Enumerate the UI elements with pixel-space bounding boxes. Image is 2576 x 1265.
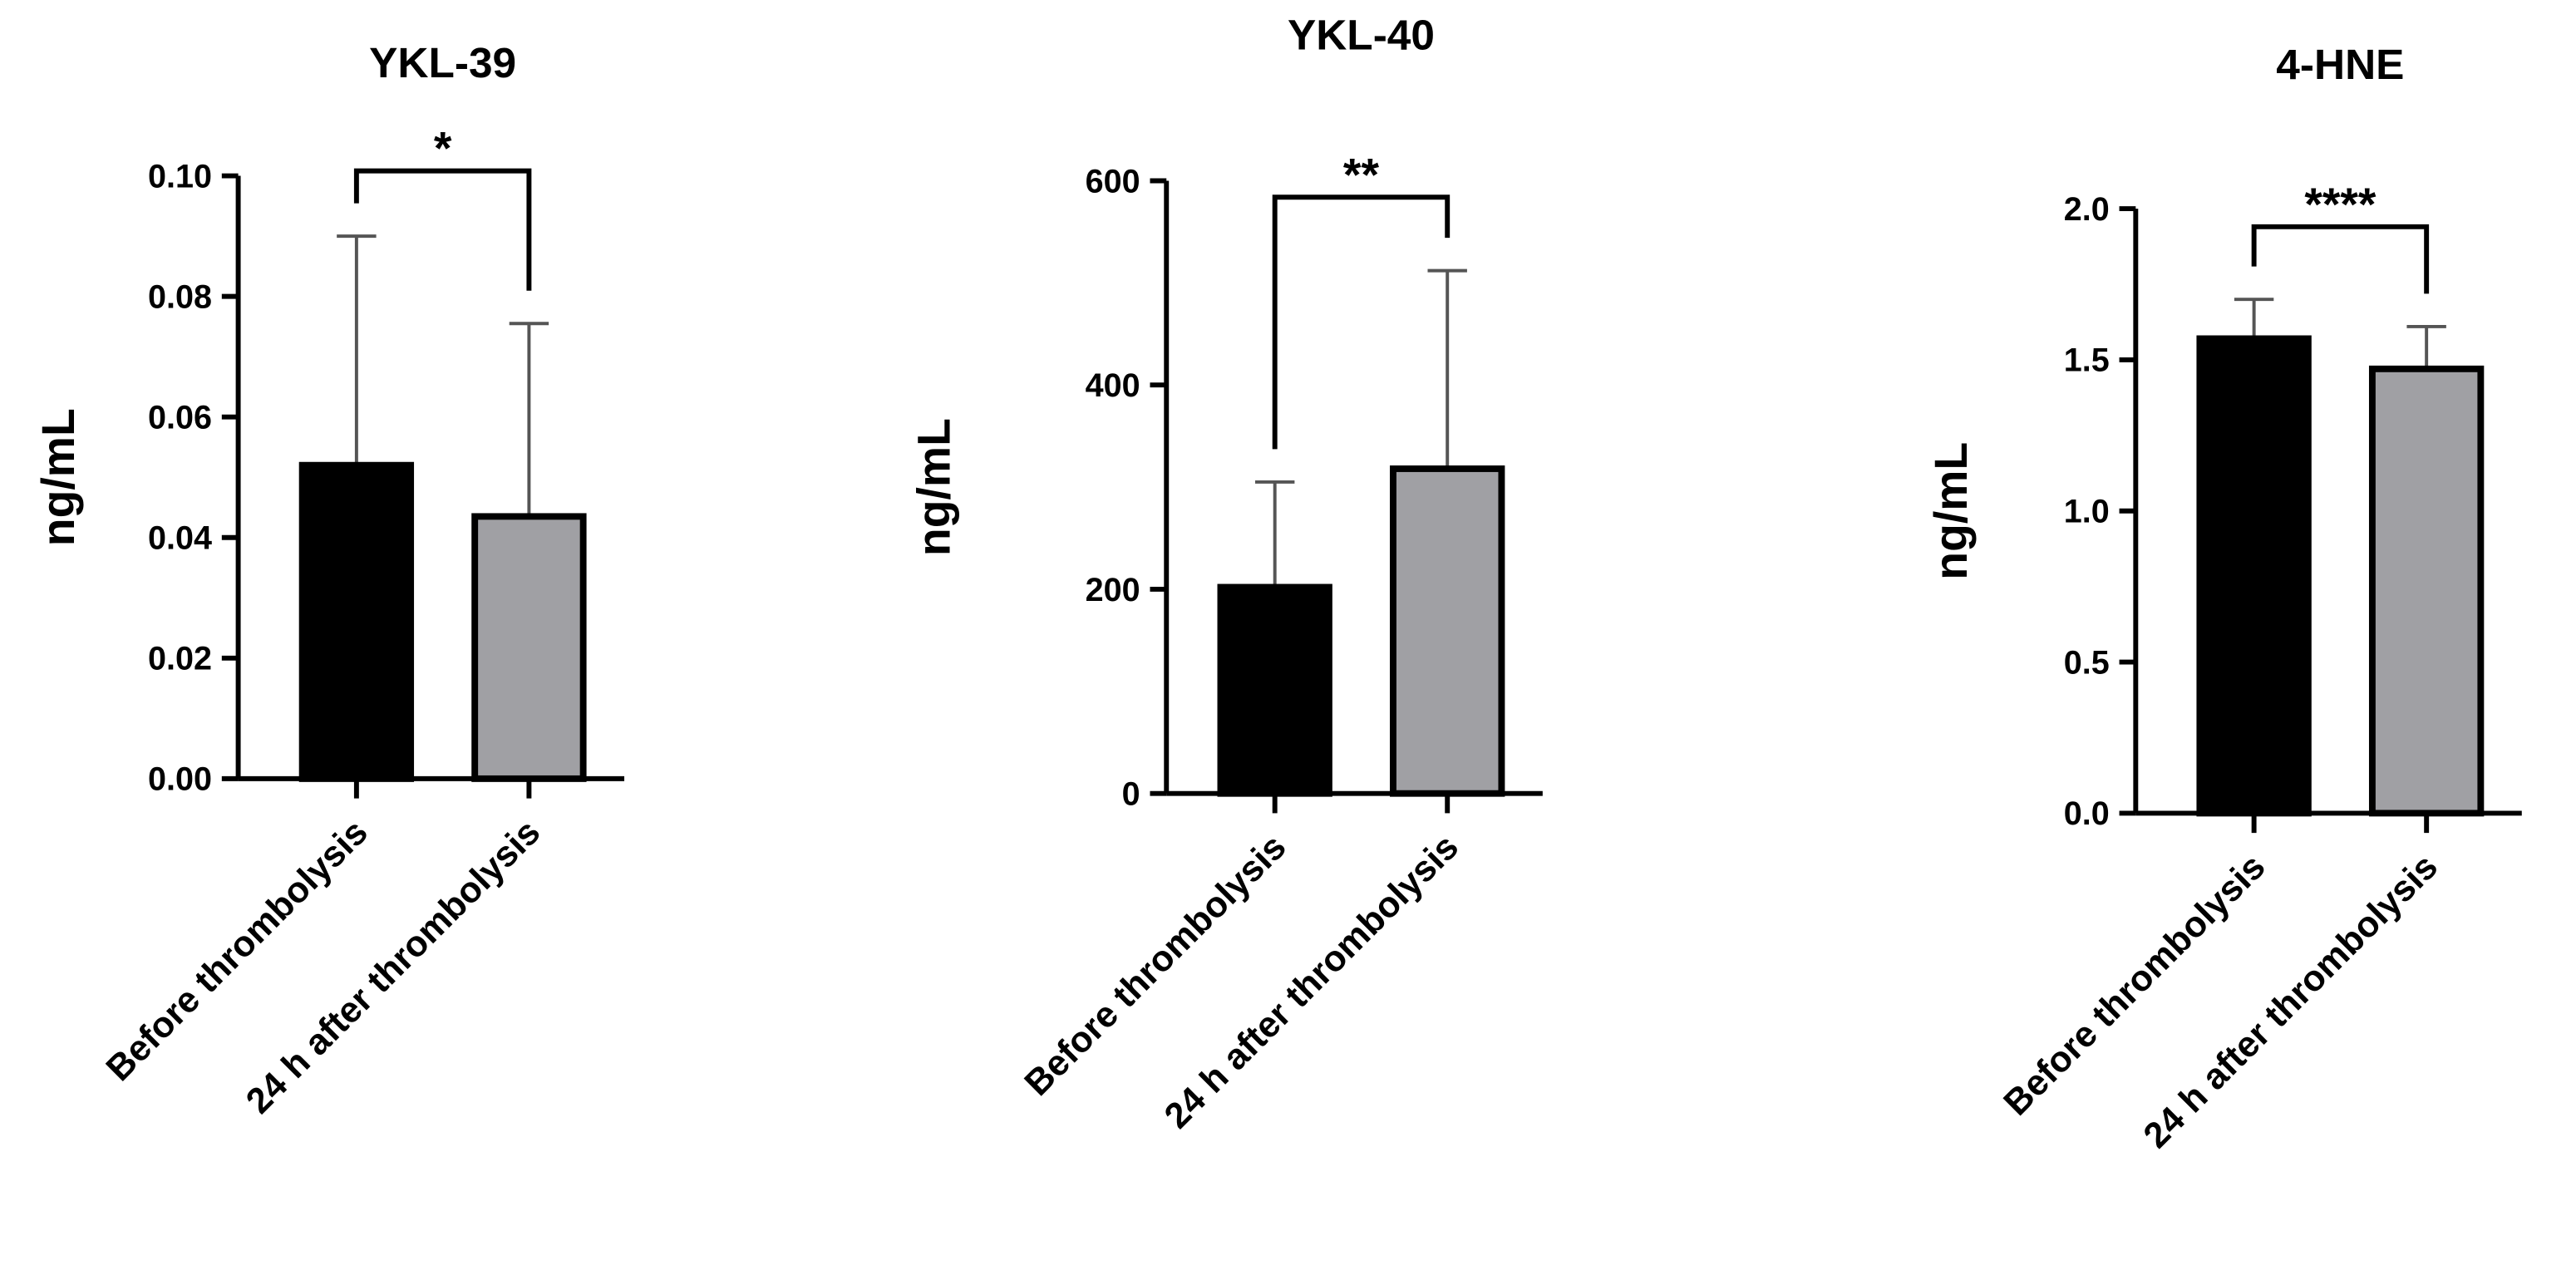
bar [2368, 365, 2485, 817]
significance-label: **** [2304, 179, 2377, 230]
y-axis-label: ng/mL [32, 408, 84, 546]
significance-label: ** [1343, 149, 1380, 200]
y-tick-label: 2.0 [2064, 191, 2110, 228]
y-axis-label: ng/mL [908, 418, 959, 556]
y-tick-label: 0.08 [148, 278, 212, 315]
y-tick-label: 200 [1086, 572, 1140, 608]
significance-bracket [2251, 224, 2430, 294]
significance-bracket [353, 168, 532, 291]
y-tick-label: 0.10 [148, 158, 212, 194]
y-tick-label: 0.06 [148, 400, 212, 436]
x-tick-label: 24 h after thrombolysis [2136, 847, 2445, 1156]
bar [471, 513, 587, 782]
y-tick-label: 600 [1086, 163, 1140, 199]
bar [1217, 583, 1332, 797]
x-tick-label: 24 h after thrombolysis [1157, 827, 1466, 1136]
y-tick-label: 0.04 [148, 520, 212, 557]
significance-bracket [1272, 194, 1451, 450]
y-tick-label: 0.5 [2064, 644, 2110, 681]
x-tick-label: 24 h after thrombolysis [239, 812, 548, 1121]
chart-title: YKL-39 [369, 38, 516, 86]
bar [1390, 465, 1505, 797]
y-tick-label: 1.0 [2064, 494, 2110, 530]
y-tick-label: 0 [1122, 776, 1140, 813]
y-tick-label: 0.02 [148, 641, 212, 677]
bar [2196, 335, 2312, 817]
chart-title: YKL-40 [1288, 10, 1435, 58]
significance-label: * [434, 123, 452, 175]
y-axis-label: ng/mL [1925, 442, 1977, 580]
y-tick-label: 0.00 [148, 761, 212, 798]
y-tick-label: 0.0 [2064, 795, 2110, 832]
y-tick-label: 1.5 [2064, 342, 2110, 379]
y-tick-label: 400 [1086, 367, 1140, 404]
bar [298, 461, 415, 782]
chart-title: 4-HNE [2276, 40, 2404, 88]
